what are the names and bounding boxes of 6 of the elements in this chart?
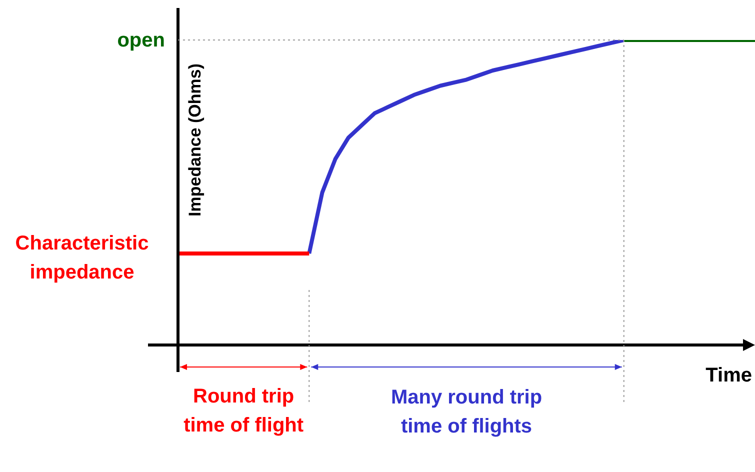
text: Round trip time of flight: [184, 386, 304, 437]
text: open: [117, 30, 165, 52]
text: Characteristic impedance: [15, 232, 149, 284]
x-axis-title: Time: [706, 364, 752, 387]
y-axis-title: Impedance (Ohms): [186, 63, 205, 217]
text: Many round trip time of flights: [390, 386, 542, 438]
